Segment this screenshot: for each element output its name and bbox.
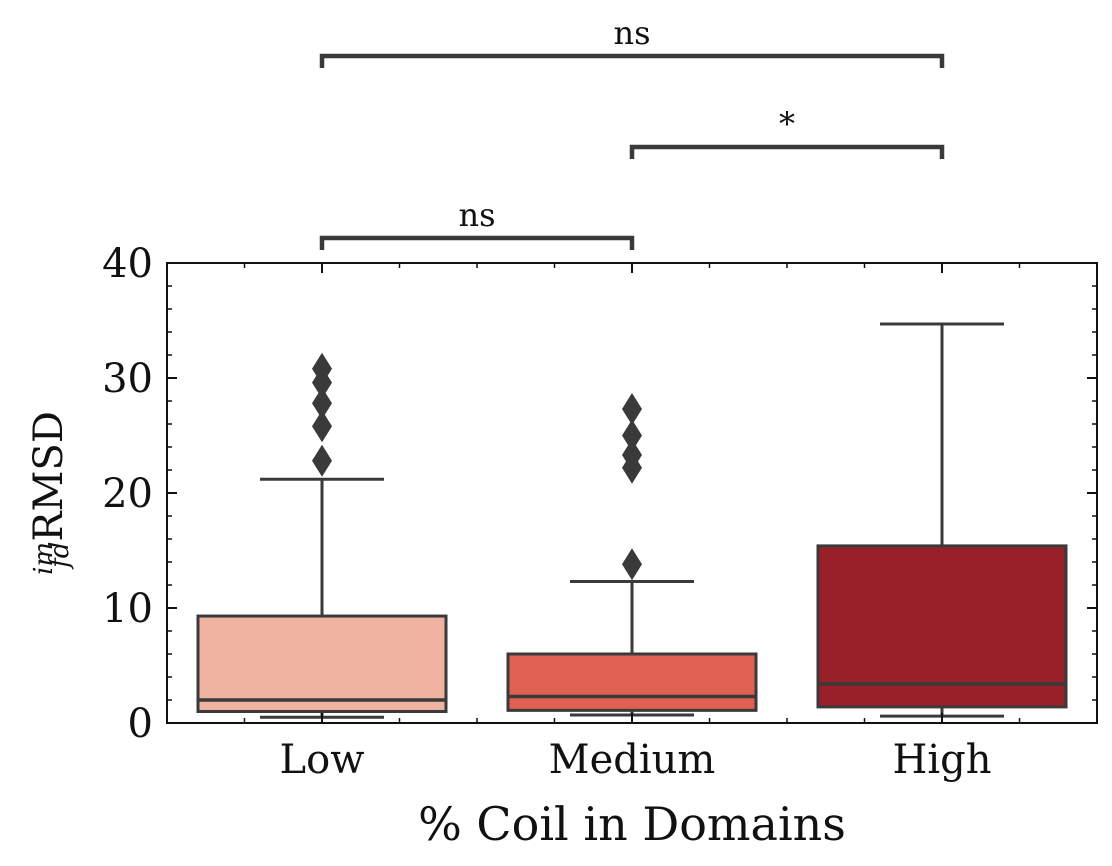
outlier-point — [312, 444, 332, 477]
box-body — [506, 652, 758, 712]
box-high — [816, 322, 1068, 718]
outlier-point — [312, 352, 332, 385]
x-tick-label: Medium — [549, 737, 716, 783]
bracket-line — [319, 53, 945, 68]
y-tick-label: 20 — [102, 471, 153, 517]
box-low — [196, 352, 448, 719]
box-medium — [506, 393, 758, 717]
x-tick-label: High — [892, 737, 991, 783]
significance-annotations: ns * ns — [319, 14, 945, 250]
y-axis-label: imfdRMSD — [26, 411, 75, 575]
y-tick-label: 10 — [102, 586, 153, 632]
outlier-point — [622, 419, 642, 452]
y-axis-label-superscript: im — [29, 542, 59, 575]
x-tick-label: Low — [280, 737, 365, 783]
significance-label: * — [779, 105, 795, 143]
bracket-line — [319, 235, 635, 250]
y-tick-label: 40 — [102, 241, 153, 287]
outlier-point — [622, 393, 642, 426]
axis-ticks: 0 10 20 30 40 Low Medium High — [102, 241, 1097, 783]
y-axis-label-subscript: fd — [45, 542, 75, 570]
y-axis-label-main: RMSD — [26, 411, 72, 542]
box-series — [196, 322, 1068, 719]
significance-bracket: ns — [319, 14, 945, 68]
bracket-line — [629, 144, 945, 159]
y-tick-label: 0 — [128, 701, 153, 747]
outlier-point — [312, 410, 332, 443]
significance-label: ns — [458, 196, 495, 234]
significance-bracket: * — [629, 105, 945, 159]
outlier-point — [312, 387, 332, 420]
x-axis-label: % Coil in Domains — [418, 797, 846, 851]
box-body — [816, 544, 1068, 709]
significance-label: ns — [613, 14, 650, 52]
outlier-point — [622, 548, 642, 581]
box-body — [196, 614, 448, 713]
y-tick-label: 30 — [102, 356, 153, 402]
significance-bracket: ns — [319, 196, 635, 250]
y-axis-label-text: imfdRMSD — [26, 411, 75, 575]
outlier-point — [622, 439, 642, 472]
